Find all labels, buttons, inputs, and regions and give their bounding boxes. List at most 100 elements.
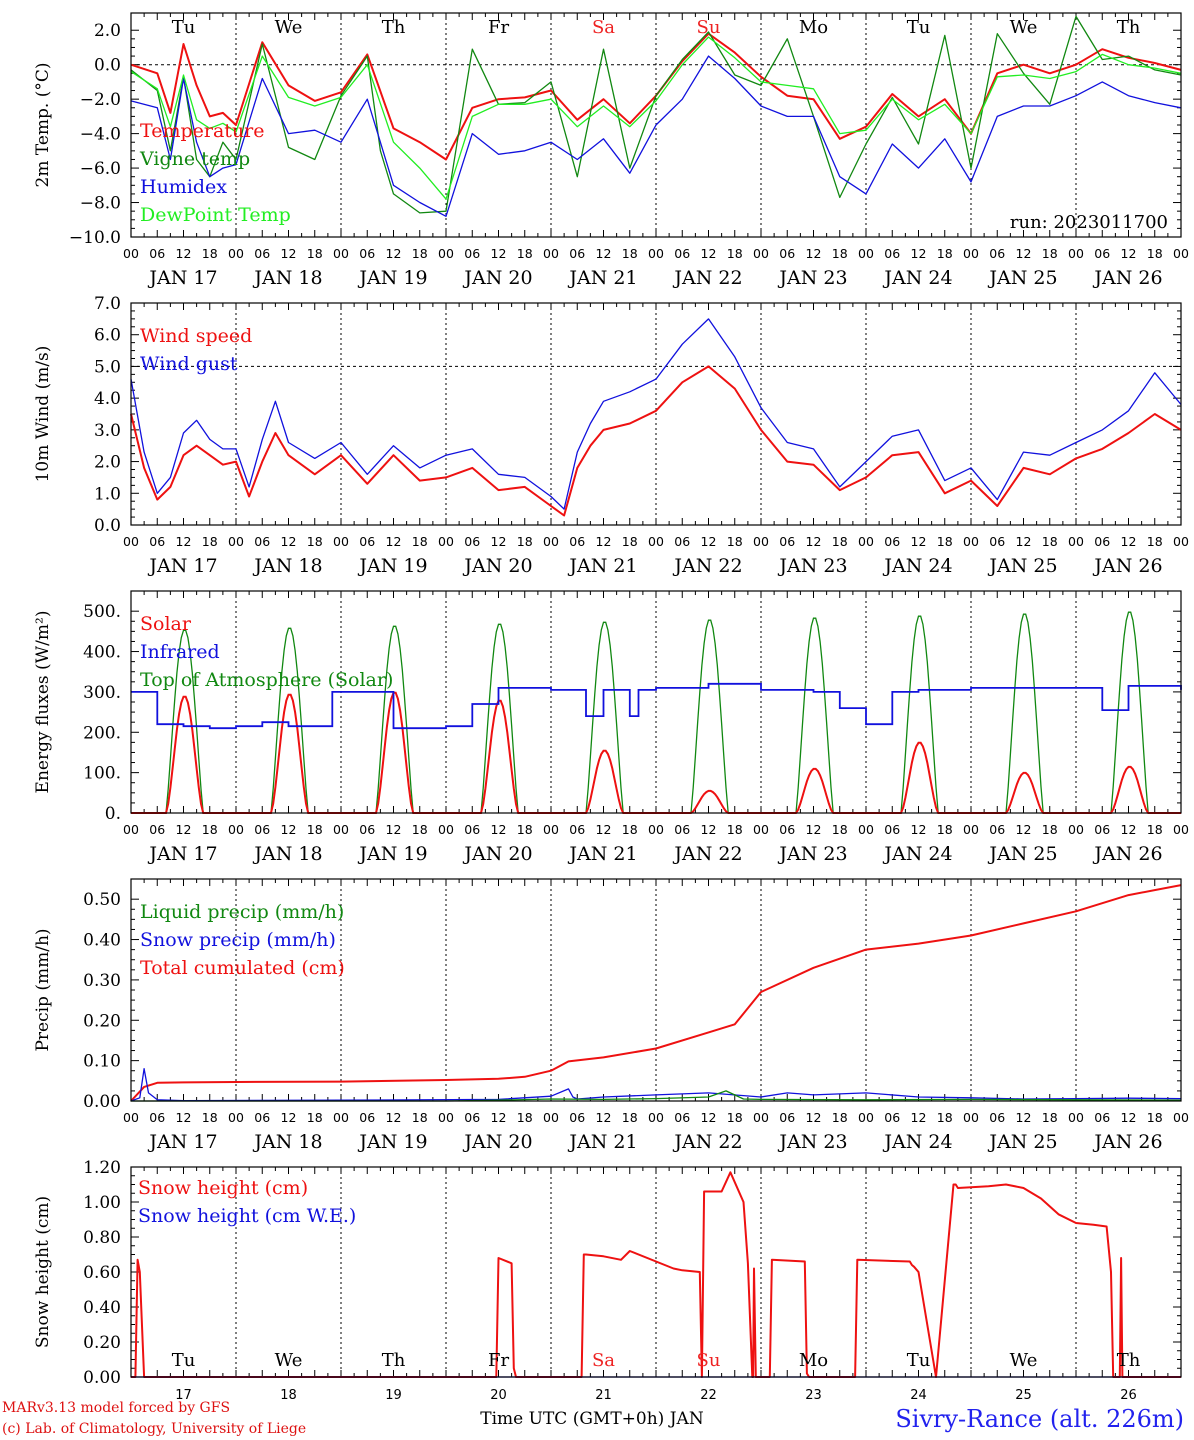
hour-tick-label: 12 [176, 534, 192, 549]
hour-tick-label: 18 [622, 246, 638, 261]
hour-tick-label: 06 [884, 246, 900, 261]
hour-tick-label: 06 [779, 822, 795, 837]
hour-tick-label: 18 [202, 246, 218, 261]
hour-tick-label: 00 [438, 246, 454, 261]
legend-entry: Wind speed [140, 325, 252, 347]
footer: MARv3.13 model forced by GFS (c) Lab. of… [2, 1400, 1184, 1437]
y-tick-label: 0.30 [83, 971, 121, 991]
hour-tick-label: 12 [491, 534, 507, 549]
hour-tick-label: 06 [1094, 246, 1110, 261]
hour-tick-label: 06 [464, 534, 480, 549]
hour-tick-label: 00 [438, 1110, 454, 1125]
legend-entry: Top of Atmosphere (Solar) [140, 669, 393, 691]
day-label: JAN 19 [357, 267, 427, 289]
day-number-label: 26 [1120, 1388, 1137, 1403]
hour-tick-label: 00 [648, 246, 664, 261]
hour-tick-label: 12 [1121, 534, 1137, 549]
hour-tick-label: 12 [1121, 1110, 1137, 1125]
y-tick-label: 4.0 [94, 389, 121, 409]
hour-tick-label: 00 [963, 1110, 979, 1125]
day-label: JAN 17 [147, 267, 217, 289]
day-label: JAN 20 [462, 267, 532, 289]
day-label: JAN 18 [252, 555, 322, 577]
hour-tick-label: 12 [701, 822, 717, 837]
hour-tick-label: 06 [779, 534, 795, 549]
y-axis-title: 2m Temp. (°C) [33, 62, 53, 187]
hour-tick-label: 18 [202, 1110, 218, 1125]
hour-tick-label: 00 [858, 1110, 874, 1125]
hour-tick-label: 06 [674, 534, 690, 549]
legend-entry: Liquid precip (mm/h) [140, 901, 344, 923]
hour-tick-label: 12 [386, 1110, 402, 1125]
hour-tick-label: 06 [359, 822, 375, 837]
hour-tick-label: 18 [622, 822, 638, 837]
hour-tick-label: 06 [674, 246, 690, 261]
legend-entry: Snow height (cm) [138, 1177, 308, 1199]
y-tick-label: 0.10 [83, 1052, 121, 1072]
hour-tick-label: 00 [753, 822, 769, 837]
day-label: JAN 26 [1092, 555, 1162, 577]
series-line-wind-gust [130, 318, 1182, 510]
day-label: JAN 26 [1092, 1131, 1162, 1153]
hour-tick-label: 18 [622, 534, 638, 549]
y-tick-label: 1.20 [83, 1158, 121, 1178]
hour-tick-label: 06 [149, 822, 165, 837]
weekday-label: Fr [488, 1350, 509, 1371]
weekday-label: We [275, 1350, 303, 1371]
hour-tick-label: 18 [517, 534, 533, 549]
hour-tick-label: 12 [701, 534, 717, 549]
hour-tick-label: 12 [1016, 1110, 1032, 1125]
y-tick-label: 500. [83, 602, 121, 622]
day-label: JAN 17 [147, 1131, 217, 1153]
hour-tick-label: 06 [674, 1110, 690, 1125]
weekday-label: Fr [488, 17, 509, 38]
hour-tick-label: 00 [1068, 822, 1084, 837]
day-label: JAN 23 [777, 843, 847, 865]
y-tick-label: 0.0 [94, 516, 121, 536]
weekday-label: Tu [172, 17, 196, 38]
hour-tick-label: 18 [202, 822, 218, 837]
hour-tick-label: 00 [1173, 246, 1189, 261]
day-label: JAN 19 [357, 1131, 427, 1153]
hour-tick-label: 06 [254, 1110, 270, 1125]
legend-entry: DewPoint Temp [140, 204, 291, 226]
hour-tick-label: 06 [569, 1110, 585, 1125]
day-label: JAN 24 [882, 843, 952, 865]
hour-tick-label: 12 [596, 534, 612, 549]
day-label: JAN 22 [672, 1131, 742, 1153]
hour-tick-label: 18 [517, 1110, 533, 1125]
hour-tick-label: 12 [281, 822, 297, 837]
hour-tick-label: 00 [333, 246, 349, 261]
hour-tick-label: 12 [281, 534, 297, 549]
hour-tick-label: 00 [438, 822, 454, 837]
y-tick-label: 0.00 [83, 1368, 121, 1388]
hour-tick-label: 18 [727, 534, 743, 549]
run-label: run: 2023011700 [1010, 212, 1168, 233]
hour-tick-label: 06 [1094, 1110, 1110, 1125]
weekday-label: Th [382, 1350, 406, 1371]
hour-tick-label: 00 [228, 822, 244, 837]
hour-tick-label: 12 [491, 1110, 507, 1125]
y-axis-title: Energy fluxes (W/m²) [33, 611, 53, 794]
hour-tick-label: 00 [333, 822, 349, 837]
day-number-label: 25 [1015, 1388, 1032, 1403]
hour-tick-label: 06 [254, 534, 270, 549]
hour-tick-label: 18 [1147, 246, 1163, 261]
hour-tick-label: 18 [937, 246, 953, 261]
weekday-label: Sa [592, 1350, 615, 1371]
y-axis-title: Precip (mm/h) [33, 928, 53, 1051]
weekday-label: We [1010, 1350, 1038, 1371]
hour-tick-label: 06 [149, 534, 165, 549]
hour-tick-label: 12 [596, 1110, 612, 1125]
y-tick-label: 0.20 [83, 1333, 121, 1353]
day-label: JAN 18 [252, 1131, 322, 1153]
hour-tick-label: 12 [281, 1110, 297, 1125]
hour-tick-label: 18 [412, 534, 428, 549]
day-number-label: 22 [700, 1388, 717, 1403]
hour-tick-label: 00 [1173, 822, 1189, 837]
hour-tick-label: 18 [727, 1110, 743, 1125]
panel-4: 0.50 0.40 0.30 0.20 0.10 0.00 Precip (mm/h) Liq… [33, 878, 1189, 1153]
day-label: JAN 18 [252, 267, 322, 289]
x-axis-title: Time UTC (GMT+0h) JAN [480, 1409, 704, 1429]
